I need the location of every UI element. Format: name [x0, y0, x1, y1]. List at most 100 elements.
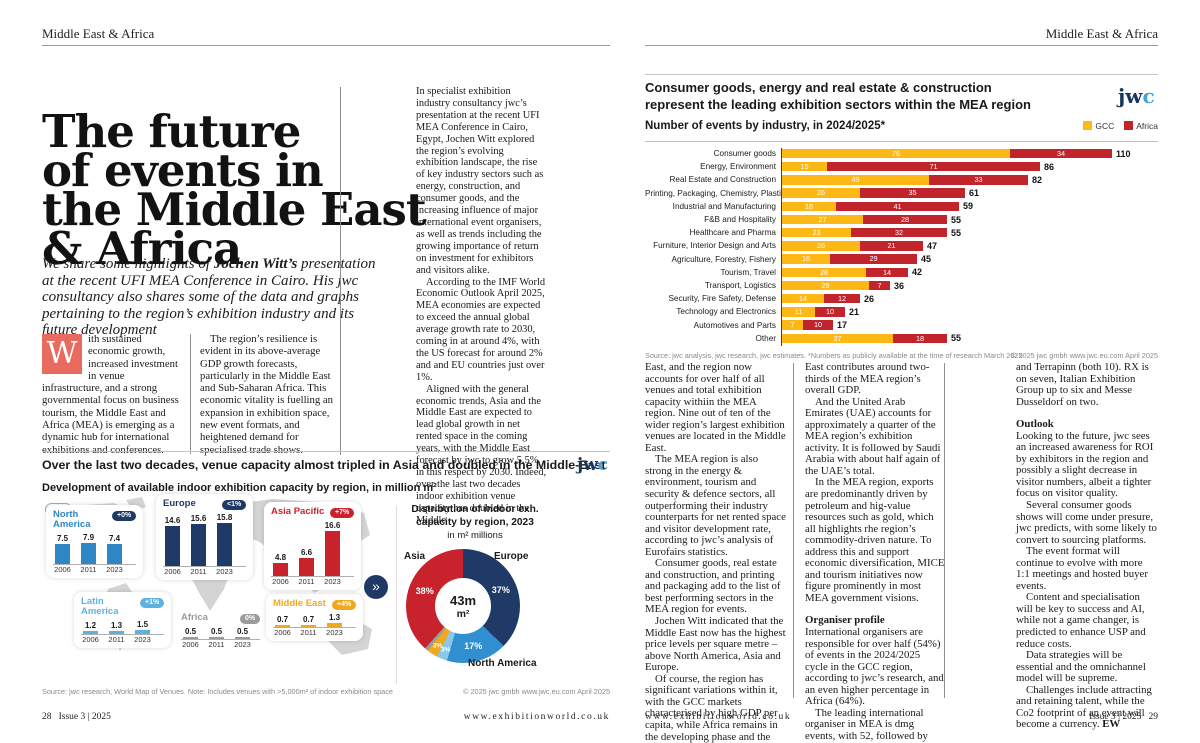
gcc-segment: 18: [782, 201, 836, 212]
mini-bars: 1.2 1.3 1.5: [81, 620, 164, 635]
cagr-badge: +1%: [140, 598, 165, 608]
total-label: 55: [951, 333, 962, 344]
cagr-badge: <1%: [222, 500, 247, 510]
gcc-segment: 49: [782, 175, 929, 185]
dropcap: W: [42, 334, 82, 374]
standfirst-author: Jochen Witt’s: [213, 256, 298, 272]
mini-bar-column: 16.6: [323, 521, 342, 576]
industry-label: Healthcare and Pharma: [689, 228, 776, 238]
year-label: 2023: [324, 576, 341, 586]
year-label: 2023: [216, 566, 233, 576]
africa-segment: 18: [893, 333, 947, 344]
body-paragraph: And the United Arab Emirates (UAE) accou…: [805, 395, 941, 477]
bar-value: 0.7: [302, 614, 315, 624]
body-paragraph: According to the IMF World Economic Outl…: [416, 276, 546, 383]
region-name: Middle East: [273, 598, 326, 609]
body-paragraph: The event format will continue to evolve…: [1016, 545, 1148, 592]
mini-bars: 4.8 6.6 16.6: [271, 521, 354, 576]
footer-right: Issue 3 | 2025 29: [1000, 712, 1158, 722]
cagr-badge: +0%: [112, 511, 137, 521]
bar: [327, 623, 342, 627]
body-column-4: East, and the region now accounts for ov…: [645, 361, 787, 743]
donut-slice-pct: 38%: [415, 586, 434, 597]
mini-bar-column: 6.6: [297, 548, 316, 576]
total-label: 47: [927, 240, 938, 251]
chart2-subtitle-rule: [645, 141, 1158, 142]
gcc-segment: 16: [782, 254, 830, 264]
body-paragraph: The leading international organiser in M…: [805, 706, 928, 743]
issue-label: Issue 3 | 2025: [1089, 712, 1142, 722]
region-name: Latin America: [81, 596, 119, 617]
industry-label: Transport, Logistics: [704, 281, 776, 290]
mini-chart-africa: Africa 0% 0.5 0.5 0.5 2006 2011 2023: [174, 608, 267, 653]
mini-axis: [271, 575, 355, 577]
industry-row: Consumer goods 76 34 110: [645, 148, 1158, 159]
mini-chart-header: Latin America +1%: [81, 596, 165, 617]
bar-value: 1.2: [84, 620, 97, 630]
body-paragraph: Challenges include attracting and retain…: [1016, 683, 1152, 731]
africa-segment: 21: [860, 241, 923, 251]
gcc-segment: 26: [782, 241, 860, 251]
year-label: 2011: [208, 640, 225, 649]
mini-bar-column: 0.5: [181, 627, 200, 639]
total-label: 61: [969, 188, 980, 199]
jwc-logo-c: c: [1142, 84, 1155, 108]
chart2-legend: GCC Africa: [1038, 121, 1158, 131]
column-rule-5-6: [944, 363, 945, 698]
chart2-subtitle: Number of events by industry, in 2024/20…: [645, 120, 886, 132]
industry-row: Security, Fire Safety, Defense 14 12 26: [645, 293, 1158, 304]
body-paragraph: Jochen Witt indicated that the Middle Ea…: [645, 615, 786, 674]
gcc-segment: 29: [782, 280, 869, 291]
title-line: of events in: [42, 144, 324, 198]
africa-segment: 35: [860, 188, 965, 198]
jwc-logo: jwc: [1118, 84, 1155, 108]
legend-item-gcc: GCC: [1083, 121, 1114, 131]
industry-row: Transport, Logistics 29 7 36: [645, 280, 1158, 291]
column-rule-b-c: [340, 87, 341, 455]
bar-value: 7.9: [82, 533, 95, 542]
africa-segment: 29: [830, 254, 917, 264]
total-label: 36: [894, 280, 905, 291]
africa-segment: 14: [866, 267, 908, 278]
industry-label: Automotives and Parts: [693, 320, 776, 330]
industry-label: Other: [755, 333, 776, 343]
africa-segment: 33: [929, 175, 1028, 185]
bar: [109, 630, 124, 635]
jwc-logo: jwc: [577, 455, 608, 475]
donut-title-line2: capacity by region, 2023: [416, 517, 534, 528]
industry-row: F&B and Hospitality 27 28 55: [645, 214, 1158, 225]
total-label: 82: [1032, 174, 1043, 185]
region-name: Asia Pacific: [271, 506, 325, 517]
footer-left: 28 Issue 3 | 2025: [42, 712, 111, 722]
body-column-6: and Terrapinn (both 10). RX is on seven,…: [1016, 361, 1158, 731]
standfirst: We share some highlights of Jochen Witt’…: [42, 256, 390, 339]
total-label: 42: [912, 267, 923, 278]
bar: [135, 630, 150, 635]
cagr-badge: 0%: [240, 614, 261, 624]
mini-bars: 0.5 0.5 0.5: [181, 627, 260, 639]
body-paragraph: In specialist exhibition industry consul…: [416, 86, 544, 276]
mini-bars: 14.6 15.6 15.8: [163, 513, 246, 566]
chart1-top-rule: [42, 451, 610, 452]
gcc-segment: 15: [782, 161, 827, 172]
chart1-source: Source: jwc research, World Map of Venue…: [42, 687, 393, 696]
africa-swatch: [1124, 121, 1134, 130]
year-label: 2011: [80, 565, 97, 575]
africa-segment: 10: [803, 320, 833, 330]
region-name: Africa: [181, 612, 208, 623]
region-name: North America: [53, 509, 91, 530]
jwc-logo-jw: jw: [1118, 84, 1143, 108]
page-number: 28: [42, 712, 52, 722]
title-line: & Africa: [42, 222, 242, 276]
gcc-swatch: [1083, 121, 1093, 130]
gcc-segment: 27: [782, 214, 863, 225]
industry-bar-chart: Consumer goods 76 34 110 Energy, Environment…: [645, 148, 1158, 348]
mini-bar-column: 14.6: [163, 516, 182, 566]
mini-years: 2006 2011 2023: [271, 577, 354, 586]
industry-label: Energy, Environment: [700, 162, 776, 172]
title-line: the Middle East: [42, 183, 427, 237]
industry-label: Security, Fire Safety, Defense: [668, 294, 776, 304]
column-rule-4-5: [793, 363, 794, 698]
mini-bar-column: 0.7: [299, 615, 318, 627]
